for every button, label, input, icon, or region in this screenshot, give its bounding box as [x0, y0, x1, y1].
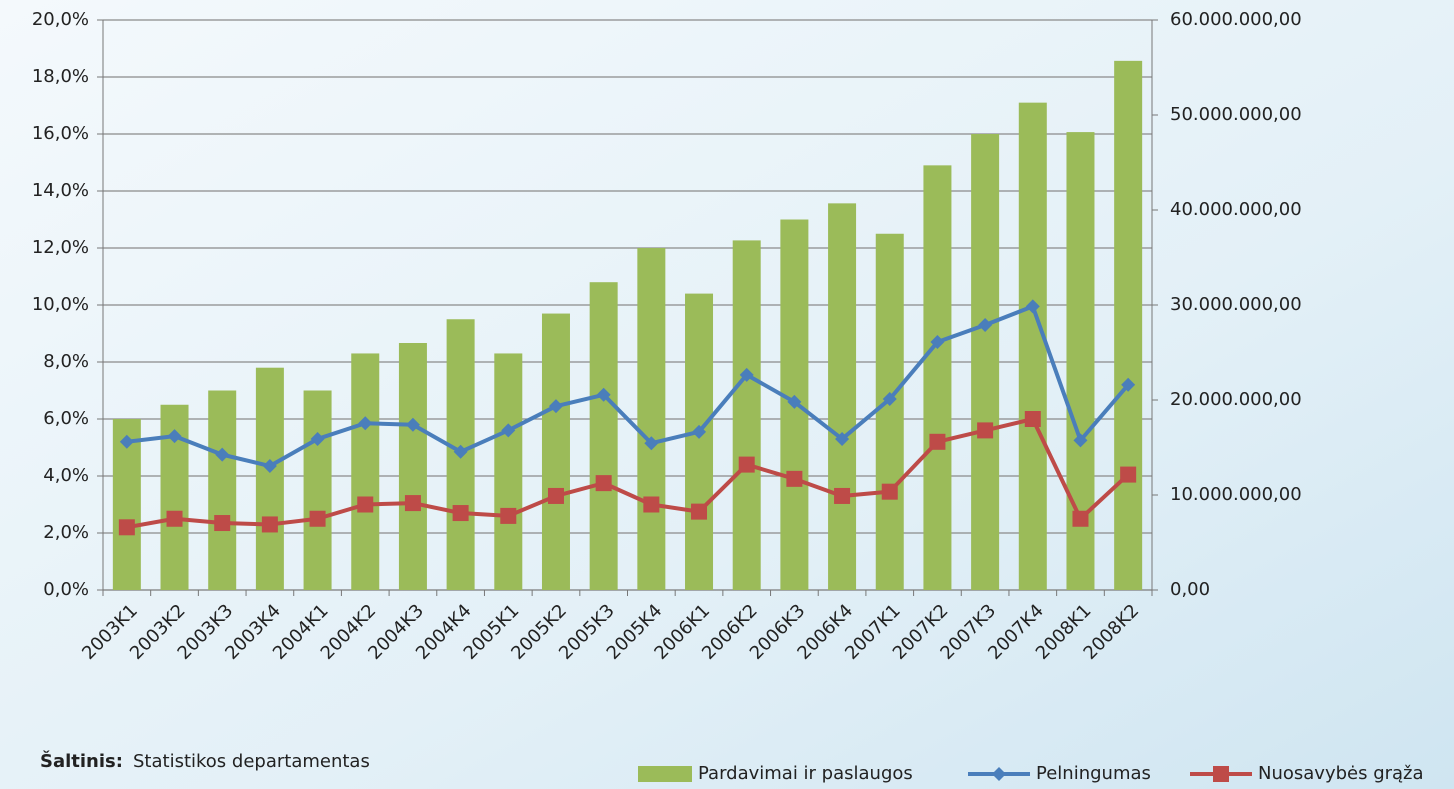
marker	[929, 433, 946, 450]
marker	[835, 431, 850, 446]
bar	[208, 390, 237, 590]
bar	[732, 240, 761, 590]
marker	[977, 422, 994, 439]
marker	[357, 496, 374, 513]
marker	[1025, 299, 1040, 314]
marker	[452, 505, 469, 522]
bar	[303, 390, 332, 590]
marker	[834, 487, 851, 504]
marker	[548, 399, 563, 414]
marker	[1024, 411, 1041, 427]
line	[126, 304, 1130, 469]
marker	[214, 515, 231, 532]
y-tick-label: 12,0%	[32, 237, 89, 258]
bar	[1018, 102, 1047, 591]
legend-label: Pardavimai ir paslaugos	[698, 763, 913, 784]
marker	[1073, 433, 1088, 448]
marker	[1120, 466, 1137, 483]
marker	[643, 496, 660, 513]
marker	[881, 483, 898, 500]
y2-tick-label: 30.000.000,00	[1170, 294, 1302, 315]
y-tick-label: 16,0%	[32, 123, 89, 144]
marker	[405, 417, 420, 432]
legend-label: Pelningumas	[1036, 763, 1151, 784]
marker	[262, 459, 277, 474]
bar	[589, 282, 618, 590]
marker	[119, 434, 134, 449]
marker	[738, 456, 755, 473]
marker	[978, 317, 993, 332]
legend-marker	[1213, 766, 1229, 782]
bar	[828, 203, 857, 590]
marker	[166, 510, 183, 527]
y2-tick-label: 60.000.000,00	[1170, 9, 1302, 30]
marker	[453, 444, 468, 459]
marker	[787, 394, 802, 409]
marker	[930, 335, 945, 350]
bar	[923, 165, 952, 590]
marker	[691, 503, 708, 520]
marker	[786, 470, 803, 487]
y-tick-label: 10,0%	[32, 294, 89, 315]
marker	[310, 431, 325, 446]
marker	[547, 487, 564, 504]
marker	[118, 519, 135, 536]
bar	[255, 367, 284, 590]
marker	[692, 424, 707, 439]
line	[126, 417, 1130, 530]
marker	[644, 436, 659, 451]
source-label: Šaltinis:	[40, 750, 123, 772]
marker	[309, 510, 326, 527]
legend-marker	[992, 767, 1006, 781]
marker	[596, 387, 611, 402]
y-tick-label: 20,0%	[32, 9, 89, 30]
bar	[351, 353, 380, 590]
y2-tick-label: 40.000.000,00	[1170, 199, 1302, 220]
bar	[398, 343, 427, 590]
marker	[501, 423, 516, 438]
marker	[404, 495, 421, 512]
y2-tick-label: 20.000.000,00	[1170, 389, 1302, 410]
bar	[637, 248, 666, 590]
y-tick-label: 0,0%	[43, 579, 89, 600]
legend-label: Nuosavybės grąža	[1258, 763, 1424, 784]
y-tick-label: 18,0%	[32, 66, 89, 87]
y2-tick-label: 50.000.000,00	[1170, 104, 1302, 125]
y2-tick-label: 10.000.000,00	[1170, 484, 1302, 505]
marker	[739, 367, 754, 382]
y-tick-label: 14,0%	[32, 180, 89, 201]
marker	[215, 447, 230, 462]
marker	[1072, 510, 1089, 527]
bar	[541, 313, 570, 590]
legend-swatch	[638, 766, 692, 782]
y-tick-label: 8,0%	[43, 351, 89, 372]
bar	[971, 134, 1000, 590]
marker	[261, 516, 278, 533]
y2-tick-label: 0,00	[1170, 579, 1210, 600]
bar	[1114, 60, 1143, 591]
marker	[1121, 377, 1136, 392]
y-tick-label: 2,0%	[43, 522, 89, 543]
marker	[358, 416, 373, 431]
marker	[595, 475, 612, 492]
y-tick-label: 6,0%	[43, 408, 89, 429]
marker	[167, 429, 182, 444]
bar	[685, 293, 714, 590]
y-tick-label: 4,0%	[43, 465, 89, 486]
bar	[494, 353, 523, 590]
source-text: Statistikos departamentas	[133, 751, 370, 772]
bar	[875, 233, 904, 590]
marker	[500, 507, 517, 524]
marker	[882, 392, 897, 407]
